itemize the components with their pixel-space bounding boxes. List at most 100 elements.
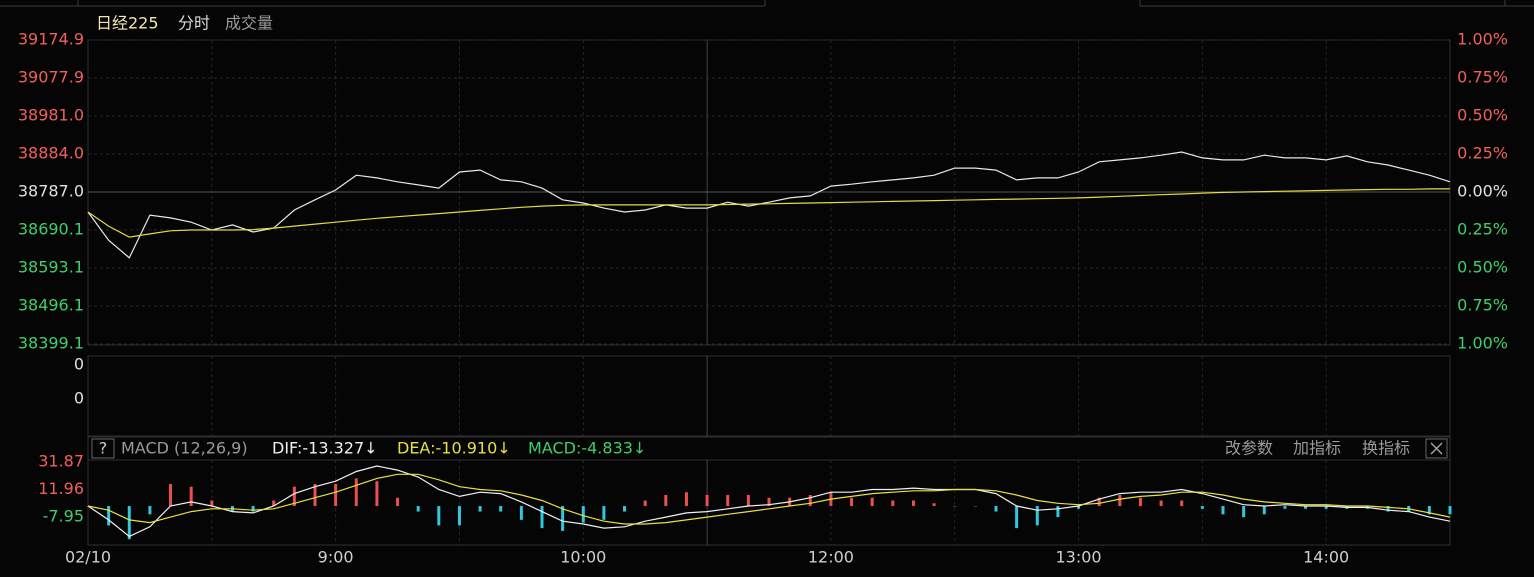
macd-bar bbox=[437, 506, 441, 526]
macd-bar bbox=[457, 506, 461, 526]
indicator-title: MACD (12,26,9) bbox=[121, 439, 248, 458]
macd-bar bbox=[1097, 497, 1101, 507]
volume-title[interactable]: 成交量 bbox=[225, 14, 273, 33]
macd-bar bbox=[396, 497, 400, 507]
macd-bar bbox=[334, 483, 338, 507]
macd-bar bbox=[602, 506, 606, 520]
indicator-button[interactable]: 改参数 bbox=[1225, 439, 1273, 458]
y2-tick-label: 0.75% bbox=[1457, 68, 1508, 87]
macd-bar bbox=[767, 497, 771, 507]
macd-bar bbox=[1324, 506, 1328, 509]
macd-bar bbox=[684, 492, 688, 507]
macd-bar bbox=[127, 506, 131, 540]
y-tick-label: 39077.9 bbox=[18, 68, 84, 87]
macd-bar bbox=[561, 506, 565, 531]
macd-bar bbox=[210, 500, 214, 507]
macd-bar bbox=[705, 494, 709, 507]
help-box[interactable] bbox=[91, 438, 115, 459]
chart-mode[interactable]: 分时 bbox=[178, 14, 210, 33]
dif-line bbox=[87, 465, 1451, 538]
macd-bar bbox=[623, 506, 627, 512]
y-tick-label: 31.87 bbox=[38, 452, 84, 471]
macd-bar bbox=[911, 500, 915, 507]
y-tick-label: -7.95 bbox=[43, 507, 84, 526]
y2-tick-label: 0.25% bbox=[1457, 144, 1508, 163]
y-tick-label: 38496.1 bbox=[18, 295, 84, 314]
macd-bar bbox=[1242, 506, 1246, 518]
y2-tick-label: 1.00% bbox=[1457, 334, 1508, 353]
macd-panel bbox=[87, 436, 1451, 546]
macd-bar bbox=[148, 506, 152, 515]
volume-panel bbox=[87, 355, 1451, 437]
dea-line bbox=[87, 473, 1451, 525]
macd-bar bbox=[726, 494, 730, 507]
macd-bar bbox=[870, 497, 874, 507]
macd-bar bbox=[1035, 506, 1039, 526]
macd-bar bbox=[540, 506, 544, 529]
macd-bar bbox=[1448, 506, 1452, 515]
macd-bar bbox=[519, 506, 523, 520]
x-tick-label: 10:00 bbox=[560, 548, 606, 567]
macd-bar bbox=[169, 483, 173, 507]
macd-bar bbox=[808, 494, 812, 507]
legend-entry: DIF:-13.327↓ bbox=[272, 439, 378, 458]
macd-bar bbox=[189, 486, 193, 507]
x-tick-label: 12:00 bbox=[808, 548, 854, 567]
legend-entry: DEA:-10.910↓ bbox=[397, 439, 511, 458]
macd-bar bbox=[272, 500, 276, 507]
x-tick-label: 9:00 bbox=[318, 548, 354, 567]
macd-bar bbox=[581, 506, 585, 523]
macd-bar bbox=[499, 506, 503, 512]
x-tick-label: 13:00 bbox=[1055, 548, 1101, 567]
y2-tick-label: 0.75% bbox=[1457, 296, 1508, 315]
y-tick-label: 0 bbox=[74, 389, 84, 408]
macd-bar bbox=[416, 506, 420, 512]
y-tick-label: 38787.0 bbox=[18, 182, 84, 201]
macd-bar bbox=[478, 506, 482, 512]
y2-tick-label: 0.25% bbox=[1457, 220, 1508, 239]
macd-bar bbox=[932, 503, 936, 507]
macd-bar bbox=[953, 506, 957, 507]
macd-bar bbox=[850, 497, 854, 507]
macd-bar bbox=[1077, 506, 1081, 509]
macd-bar bbox=[107, 506, 111, 526]
macd-bar bbox=[746, 494, 750, 507]
macd-bar bbox=[292, 486, 296, 507]
macd-bar bbox=[1015, 506, 1019, 529]
macd-bar bbox=[1138, 497, 1142, 507]
y-tick-label: 39174.9 bbox=[18, 30, 84, 49]
y2-tick-label: 0.50% bbox=[1457, 258, 1508, 277]
average-line bbox=[87, 188, 1450, 238]
price-line bbox=[87, 151, 1451, 259]
macd-bar bbox=[643, 500, 647, 507]
macd-bar bbox=[891, 500, 895, 507]
indicator-button[interactable]: 换指标 bbox=[1362, 439, 1410, 458]
macd-bar bbox=[994, 506, 998, 512]
macd-bar bbox=[1221, 506, 1225, 515]
macd-bar bbox=[1283, 506, 1287, 509]
macd-bar bbox=[1159, 500, 1163, 507]
y-tick-label: 11.96 bbox=[38, 479, 84, 498]
macd-bar bbox=[354, 478, 358, 507]
macd-bar bbox=[1118, 494, 1122, 507]
y-tick-label: 0 bbox=[74, 355, 84, 374]
macd-bar bbox=[1262, 506, 1266, 515]
macd-bar bbox=[1056, 506, 1060, 518]
x-tick-label: 14:00 bbox=[1303, 548, 1349, 567]
y-tick-label: 38593.1 bbox=[18, 257, 84, 276]
macd-bar bbox=[313, 483, 317, 507]
chart-title: 日经225 bbox=[96, 14, 159, 33]
macd-bar bbox=[1200, 506, 1204, 509]
close-icon[interactable] bbox=[1430, 442, 1443, 455]
macd-bar bbox=[251, 506, 255, 512]
close-box[interactable] bbox=[1425, 438, 1448, 459]
indicator-button[interactable]: 加指标 bbox=[1293, 439, 1341, 458]
x-tick-label: 02/10 bbox=[65, 548, 111, 567]
y-tick-label: 38981.0 bbox=[18, 105, 84, 124]
help-button[interactable]: ? bbox=[99, 439, 108, 458]
macd-bar bbox=[1427, 506, 1431, 515]
y-tick-label: 38399.1 bbox=[18, 334, 84, 353]
